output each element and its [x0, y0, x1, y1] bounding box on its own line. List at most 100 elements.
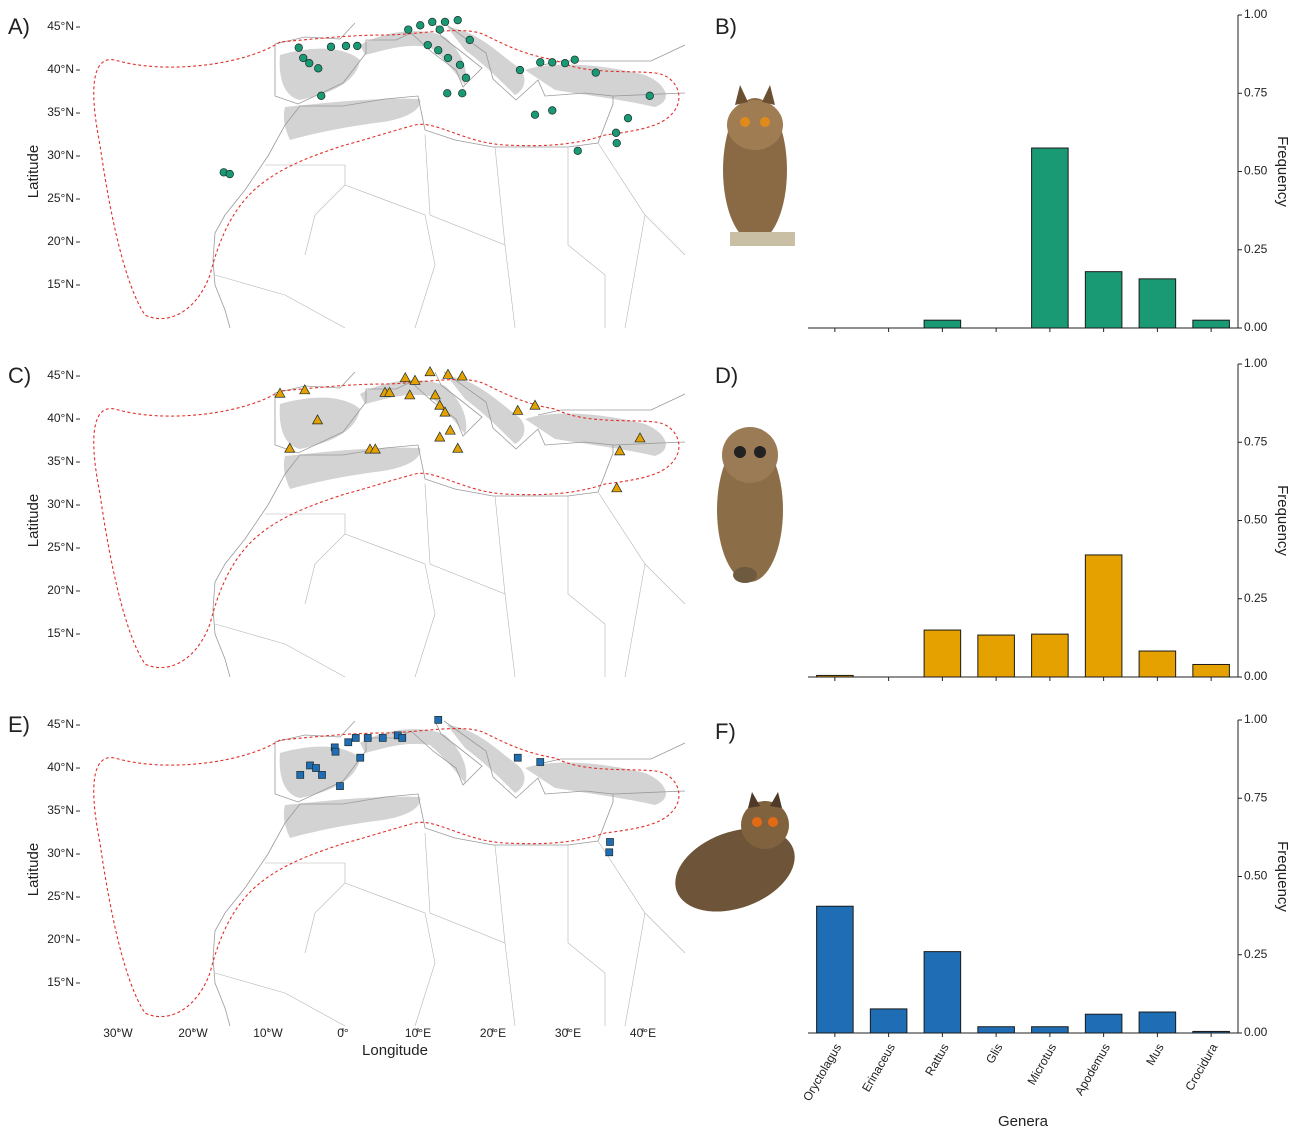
y-tick-label: 20°N: [47, 932, 74, 946]
y-tick-label: 20°N: [47, 234, 74, 248]
bar: [1032, 634, 1069, 677]
point: [607, 838, 614, 845]
point: [612, 129, 620, 137]
point: [342, 42, 350, 50]
x-tick-label: 10°W: [253, 1026, 283, 1040]
y-tick-label: 1.00: [1244, 712, 1268, 726]
point: [612, 483, 622, 492]
bar: [1085, 1014, 1122, 1033]
point: [548, 107, 556, 115]
point: [305, 59, 313, 67]
point: [379, 734, 386, 741]
point: [561, 59, 569, 67]
panel-label: C): [8, 363, 31, 388]
y-tick-label: 40°N: [47, 760, 74, 774]
y-tick-label: 35°N: [47, 105, 74, 119]
point: [353, 42, 361, 50]
point: [345, 739, 352, 746]
y-tick-label: 40°N: [47, 411, 74, 425]
y-tick-label: 0.75: [1244, 790, 1268, 804]
x-tick-label: 0°: [337, 1026, 349, 1040]
y-tick-label: 1.00: [1244, 7, 1268, 21]
bar: [924, 952, 961, 1033]
point: [404, 26, 412, 34]
y-tick-label: 25°N: [47, 191, 74, 205]
x-tick-label: Erinaceus: [859, 1041, 898, 1094]
point: [458, 89, 466, 97]
y-tick-label: 45°N: [47, 717, 74, 731]
point: [530, 400, 540, 409]
bar: [1193, 320, 1230, 328]
y-tick-label: 40°N: [47, 62, 74, 76]
point: [357, 754, 364, 761]
map-geography: [94, 721, 685, 1026]
bar: [817, 906, 854, 1033]
point: [443, 369, 453, 378]
y-axis-title: Frequency: [1274, 485, 1291, 556]
y-tick-label: 0.50: [1244, 164, 1268, 178]
point: [424, 41, 432, 49]
x-tick-label: Apodemus: [1072, 1041, 1113, 1098]
point: [537, 759, 544, 766]
point: [364, 734, 371, 741]
point: [574, 147, 582, 155]
bar: [978, 1027, 1015, 1033]
point: [613, 139, 621, 147]
x-tick-label: Rattus: [922, 1041, 951, 1078]
point: [319, 771, 326, 778]
point: [352, 734, 359, 741]
y-axis-title: Latitude: [25, 494, 42, 547]
y-tick-label: 0.25: [1244, 591, 1268, 605]
x-tick-label: 40°E: [630, 1026, 656, 1040]
y-tick-label: 20°N: [47, 583, 74, 597]
point: [571, 56, 579, 64]
bar: [1139, 651, 1176, 677]
y-tick-label: 0.50: [1244, 869, 1268, 883]
bar: [924, 320, 961, 328]
x-tick-label: 20°W: [178, 1026, 208, 1040]
y-tick-label: 35°N: [47, 803, 74, 817]
point: [445, 425, 455, 434]
point: [441, 18, 449, 26]
point: [516, 66, 524, 74]
point: [425, 367, 435, 376]
y-axis-title: Frequency: [1274, 136, 1291, 207]
x-tick-label: 20°E: [480, 1026, 506, 1040]
y-tick-label: 15°N: [47, 626, 74, 640]
panel-label: F): [715, 719, 736, 744]
y-tick-label: 0.00: [1244, 320, 1268, 334]
point: [606, 849, 613, 856]
bar: [817, 675, 854, 677]
point: [327, 43, 335, 51]
point: [548, 58, 556, 66]
point: [297, 771, 304, 778]
point: [435, 716, 442, 723]
bar: [978, 635, 1015, 677]
x-tick-label: 30°E: [555, 1026, 581, 1040]
panel-label: D): [715, 363, 738, 388]
point: [646, 92, 654, 100]
bar: [924, 630, 961, 677]
point: [428, 18, 436, 26]
point: [454, 16, 462, 24]
point: [536, 58, 544, 66]
point: [410, 375, 420, 384]
bar: [870, 1009, 907, 1033]
point: [531, 111, 539, 119]
point: [466, 36, 474, 44]
y-tick-label: 30°N: [47, 497, 74, 511]
point: [434, 46, 442, 54]
point: [337, 783, 344, 790]
point: [399, 734, 406, 741]
x-axis-title: Longitude: [362, 1042, 428, 1059]
point: [436, 26, 444, 34]
bar: [1193, 664, 1230, 677]
x-tick-label: 10°E: [405, 1026, 431, 1040]
panel-label: E): [8, 712, 30, 737]
bar: [1085, 555, 1122, 677]
y-tick-label: 25°N: [47, 540, 74, 554]
y-tick-label: 45°N: [47, 19, 74, 33]
bar: [1032, 148, 1069, 328]
bar: [1139, 1012, 1176, 1033]
y-tick-label: 45°N: [47, 368, 74, 382]
